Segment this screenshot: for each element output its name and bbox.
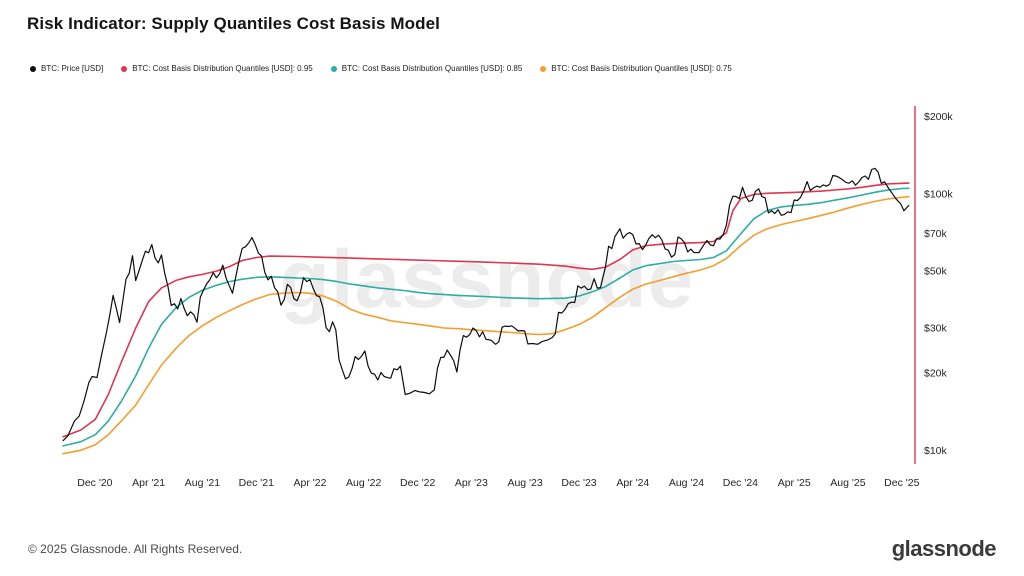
legend-item-quantile-075[interactable]: BTC: Cost Basis Distribution Quantiles [… <box>540 64 732 73</box>
quantile-095-line <box>62 182 910 438</box>
y-axis-tick-label: $20k <box>924 368 948 380</box>
x-axis-tick-label: Dec '20 <box>77 477 112 489</box>
quantile-095-dot-icon <box>121 65 128 72</box>
quantile-075-dot-icon <box>540 65 547 72</box>
x-axis-tick-label: Dec '24 <box>723 477 758 489</box>
y-axis-tick-label: $200k <box>924 111 953 123</box>
page-title: Risk Indicator: Supply Quantiles Cost Ba… <box>27 14 440 33</box>
btc-price-label: BTC: Price [USD] <box>41 64 104 73</box>
x-axis-tick-label: Dec '23 <box>561 477 596 489</box>
price-line <box>62 167 910 442</box>
x-axis-tick-label: Apr '23 <box>455 477 488 489</box>
x-axis-tick-label: Apr '24 <box>616 477 649 489</box>
quantile-095-label: BTC: Cost Basis Distribution Quantiles [… <box>132 64 313 73</box>
y-axis-tick-label: $100k <box>924 188 953 200</box>
quantile-085-line <box>62 187 910 447</box>
x-axis-tick-label: Apr '22 <box>294 477 327 489</box>
btc-price-dot-icon <box>30 65 36 72</box>
glassnode-logo: glassnode <box>891 536 997 561</box>
footer: © 2025 Glassnode. All Rights Reserved. g… <box>0 532 1024 566</box>
x-axis-tick-label: Aug '21 <box>185 477 220 489</box>
chart-legend: BTC: Price [USD] BTC: Cost Basis Distrib… <box>30 64 732 73</box>
y-axis-tick-label: $30k <box>924 323 948 335</box>
x-axis-tick-label: Aug '23 <box>507 477 542 489</box>
x-axis-tick-label: Dec '22 <box>400 477 435 489</box>
x-axis-tick-label: Aug '22 <box>346 477 381 489</box>
quantile-085-label: BTC: Cost Basis Distribution Quantiles [… <box>341 64 523 73</box>
legend-item-quantile-095[interactable]: BTC: Cost Basis Distribution Quantiles [… <box>121 64 313 73</box>
y-axis-tick-label: $50k <box>924 266 948 278</box>
chart-svg[interactable]: $200k $100k $70k $50k $30k $20k $10k Dec '20 Apr… <box>0 98 1024 498</box>
y-axis-tick-label: $70k <box>924 228 948 240</box>
legend-item-btc-price[interactable]: BTC: Price [USD] <box>30 64 103 73</box>
x-axis-tick-label: Dec '21 <box>239 477 274 489</box>
chart-canvas[interactable]: glassnode $200k $100k $70k $50k $30k $20k $10k… <box>0 98 1024 498</box>
quantile-075-label: BTC: Cost Basis Distribution Quantiles [… <box>551 64 732 73</box>
y-axis-tick-label: $10k <box>924 445 948 457</box>
x-axis-tick-label: Dec '25 <box>884 477 919 489</box>
x-axis-tick-label: Apr '21 <box>132 477 165 489</box>
x-axis-tick-label: Apr '25 <box>778 477 811 489</box>
quantile-085-dot-icon <box>330 65 337 72</box>
x-axis-tick-label: Aug '24 <box>669 477 704 489</box>
x-axis-tick-label: Aug '25 <box>830 477 865 489</box>
legend-item-quantile-085[interactable]: BTC: Cost Basis Distribution Quantiles [… <box>330 64 523 73</box>
quantile-075-line <box>62 195 910 455</box>
copyright-text: © 2025 Glassnode. All Rights Reserved. <box>28 542 243 556</box>
